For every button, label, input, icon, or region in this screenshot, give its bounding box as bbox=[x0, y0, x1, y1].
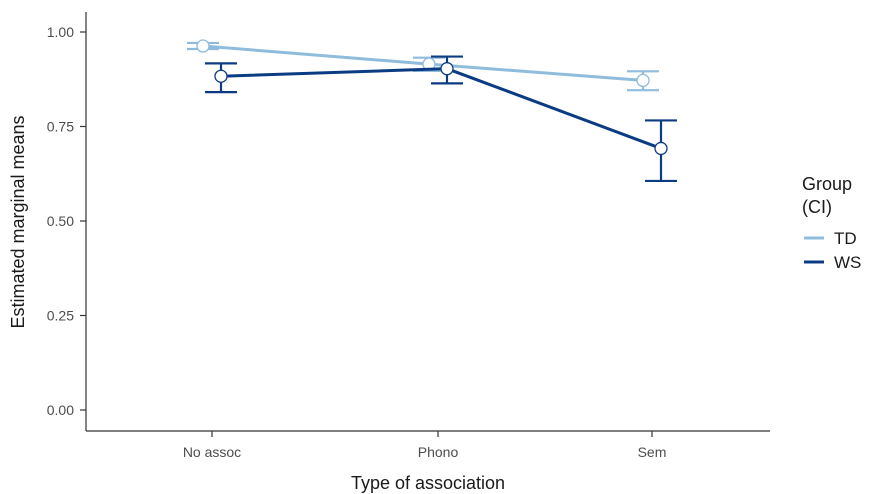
point-ws-1 bbox=[440, 62, 454, 76]
series-td bbox=[187, 39, 659, 92]
x-tick-label-1: Phono bbox=[418, 444, 459, 460]
point-ws-0 bbox=[214, 69, 228, 83]
series-line-ws bbox=[220, 67, 662, 150]
y-tick-label-4: 1.00 bbox=[47, 24, 74, 40]
y-axis-title: Estimated marginal means bbox=[8, 115, 28, 328]
plot-area bbox=[187, 39, 677, 183]
x-tick-label-0: No assoc bbox=[183, 444, 241, 460]
legend: Group (CI) TD WS bbox=[802, 174, 861, 272]
legend-label-td: TD bbox=[834, 229, 857, 248]
point-td-0 bbox=[196, 39, 210, 53]
legend-title-line2: (CI) bbox=[802, 197, 832, 217]
x-axis-title: Type of association bbox=[351, 473, 505, 493]
series-ws bbox=[205, 55, 677, 183]
y-tick-label-2: 0.50 bbox=[47, 213, 74, 229]
y-tick-label-3: 0.75 bbox=[47, 119, 74, 135]
axes: 0.00 0.25 0.50 0.75 1.00 No assoc Phono Sem bbox=[47, 12, 770, 460]
point-td-2 bbox=[636, 73, 650, 88]
point-ws-2 bbox=[654, 141, 668, 156]
y-tick-label-0: 0.00 bbox=[47, 402, 74, 418]
y-tick-label-1: 0.25 bbox=[47, 308, 74, 324]
legend-label-ws: WS bbox=[834, 253, 861, 272]
x-tick-label-2: Sem bbox=[638, 444, 667, 460]
legend-title-line1: Group bbox=[802, 174, 852, 194]
